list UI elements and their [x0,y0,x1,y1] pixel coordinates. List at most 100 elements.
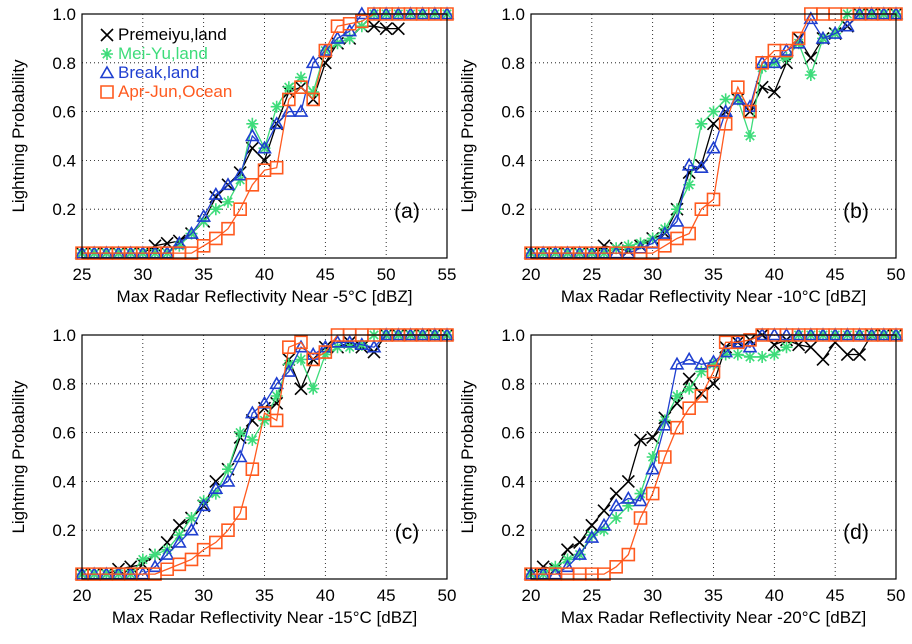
marker [232,449,248,463]
x-tick-label: 50 [377,265,396,284]
y-tick-label: 0.6 [501,424,525,443]
legend-label: Break,land [118,63,199,82]
x-tick-label: 30 [133,265,152,284]
y-tick-label: 0.6 [501,103,525,122]
marker [597,567,611,581]
series-line [531,334,896,575]
marker [282,92,296,107]
marker [610,512,623,524]
marker [209,535,223,550]
marker [293,103,309,117]
marker [683,178,696,191]
x-tick-label: 45 [316,265,335,284]
marker [681,351,697,365]
marker [270,100,283,113]
marker [768,348,781,361]
marker [148,567,162,581]
marker [791,327,807,341]
marker [354,6,370,20]
marker [671,390,683,402]
marker [633,433,648,447]
x-tick-label: 20 [522,586,541,605]
x-tick-label: 45 [826,586,845,605]
x-tick-label: 45 [377,586,396,605]
y-tick-label: 0.4 [501,151,525,170]
marker [658,450,672,464]
marker [306,352,320,367]
x-tick-label: 25 [133,586,152,605]
marker [560,559,575,573]
marker [597,504,611,518]
marker [743,104,757,119]
marker [258,414,271,427]
marker [671,203,683,216]
marker [719,93,732,106]
marker [196,239,211,253]
marker [222,463,234,476]
marker [367,19,381,33]
marker [403,327,418,341]
y-tick-label: 0.2 [501,521,525,540]
x-tick-label: 35 [194,265,213,284]
marker [269,160,284,175]
marker [645,486,660,501]
marker [366,339,382,353]
marker [827,25,843,39]
marker [208,186,224,200]
marker [281,363,297,377]
marker [852,347,867,362]
marker [172,557,187,572]
y-axis-label: Lightning Probability [458,59,477,213]
marker [779,327,794,341]
plot-frame [81,13,448,259]
y-tick-label: 0.4 [52,472,76,491]
marker [196,542,211,557]
legend-label: Apr-Jun,Ocean [118,82,232,101]
marker [682,226,696,241]
marker [645,461,661,475]
x-axis-label: Max Radar Reflectivity Near -5°C [dBZ] [117,287,413,306]
marker [609,560,623,574]
marker [682,166,696,180]
x-tick-label: 40 [255,265,274,284]
marker [804,340,818,354]
marker [294,382,308,396]
legend-marker [99,65,115,79]
marker [756,350,769,363]
marker [585,518,599,532]
x-tick-label: 30 [643,586,662,605]
marker [208,481,224,495]
marker [852,327,867,341]
marker [766,55,782,69]
marker [306,92,320,107]
marker [330,19,345,33]
marker [330,30,345,44]
x-tick-label: 20 [522,265,541,284]
marker [719,348,732,361]
y-tick-label: 0.8 [501,375,525,394]
marker [185,512,198,524]
marker [730,91,746,105]
marker [269,116,285,130]
marker [706,364,721,379]
y-tick-label: 0.2 [501,200,525,219]
marker [744,130,756,142]
marker [318,345,333,359]
marker [596,517,612,531]
marker [779,42,794,56]
marker [136,553,149,566]
x-tick-label: 25 [582,586,601,605]
plot-frame [530,334,897,580]
marker [646,430,660,445]
marker [693,160,709,174]
marker [415,6,431,20]
marker [694,389,709,403]
marker [427,6,443,20]
marker [876,327,892,341]
marker [706,140,721,154]
marker [305,55,321,69]
marker [706,117,721,131]
marker [184,246,199,260]
marker [160,562,174,577]
marker [220,177,236,191]
